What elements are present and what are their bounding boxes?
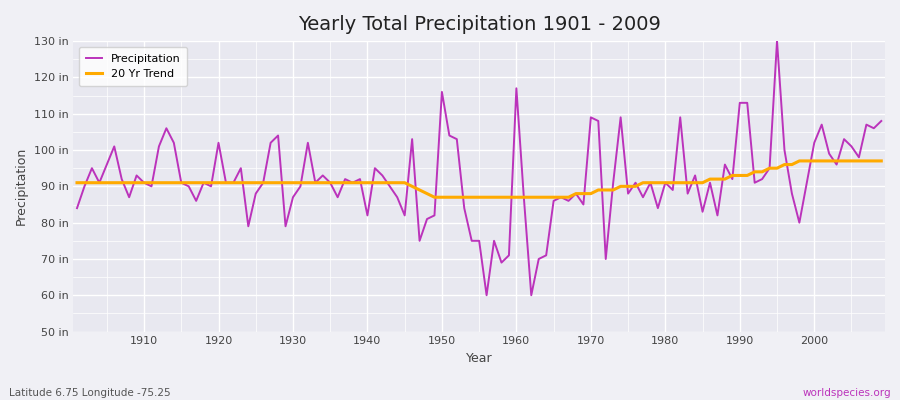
20 Yr Trend: [339, 180, 350, 185]
Precipitation: [608, 180, 618, 185]
Precipitation: [511, 86, 522, 91]
20 Yr Trend: [131, 180, 142, 185]
Precipitation: [876, 118, 886, 123]
Precipitation: [295, 184, 306, 189]
20 Yr Trend: [794, 158, 805, 163]
Precipitation: [339, 177, 350, 182]
Text: Latitude 6.75 Longitude -75.25: Latitude 6.75 Longitude -75.25: [9, 388, 171, 398]
20 Yr Trend: [295, 180, 306, 185]
Line: Precipitation: Precipitation: [77, 41, 881, 295]
Precipitation: [131, 173, 142, 178]
X-axis label: Year: Year: [466, 352, 492, 365]
Legend: Precipitation, 20 Yr Trend: Precipitation, 20 Yr Trend: [79, 47, 187, 86]
Text: worldspecies.org: worldspecies.org: [803, 388, 891, 398]
Precipitation: [72, 206, 83, 210]
20 Yr Trend: [876, 158, 886, 163]
20 Yr Trend: [518, 195, 529, 200]
20 Yr Trend: [72, 180, 83, 185]
Title: Yearly Total Precipitation 1901 - 2009: Yearly Total Precipitation 1901 - 2009: [298, 15, 661, 34]
20 Yr Trend: [429, 195, 440, 200]
Precipitation: [771, 39, 782, 44]
Line: 20 Yr Trend: 20 Yr Trend: [77, 161, 881, 197]
Y-axis label: Precipitation: Precipitation: [15, 147, 28, 226]
Precipitation: [518, 195, 529, 200]
20 Yr Trend: [511, 195, 522, 200]
Precipitation: [482, 293, 492, 298]
20 Yr Trend: [608, 188, 618, 192]
